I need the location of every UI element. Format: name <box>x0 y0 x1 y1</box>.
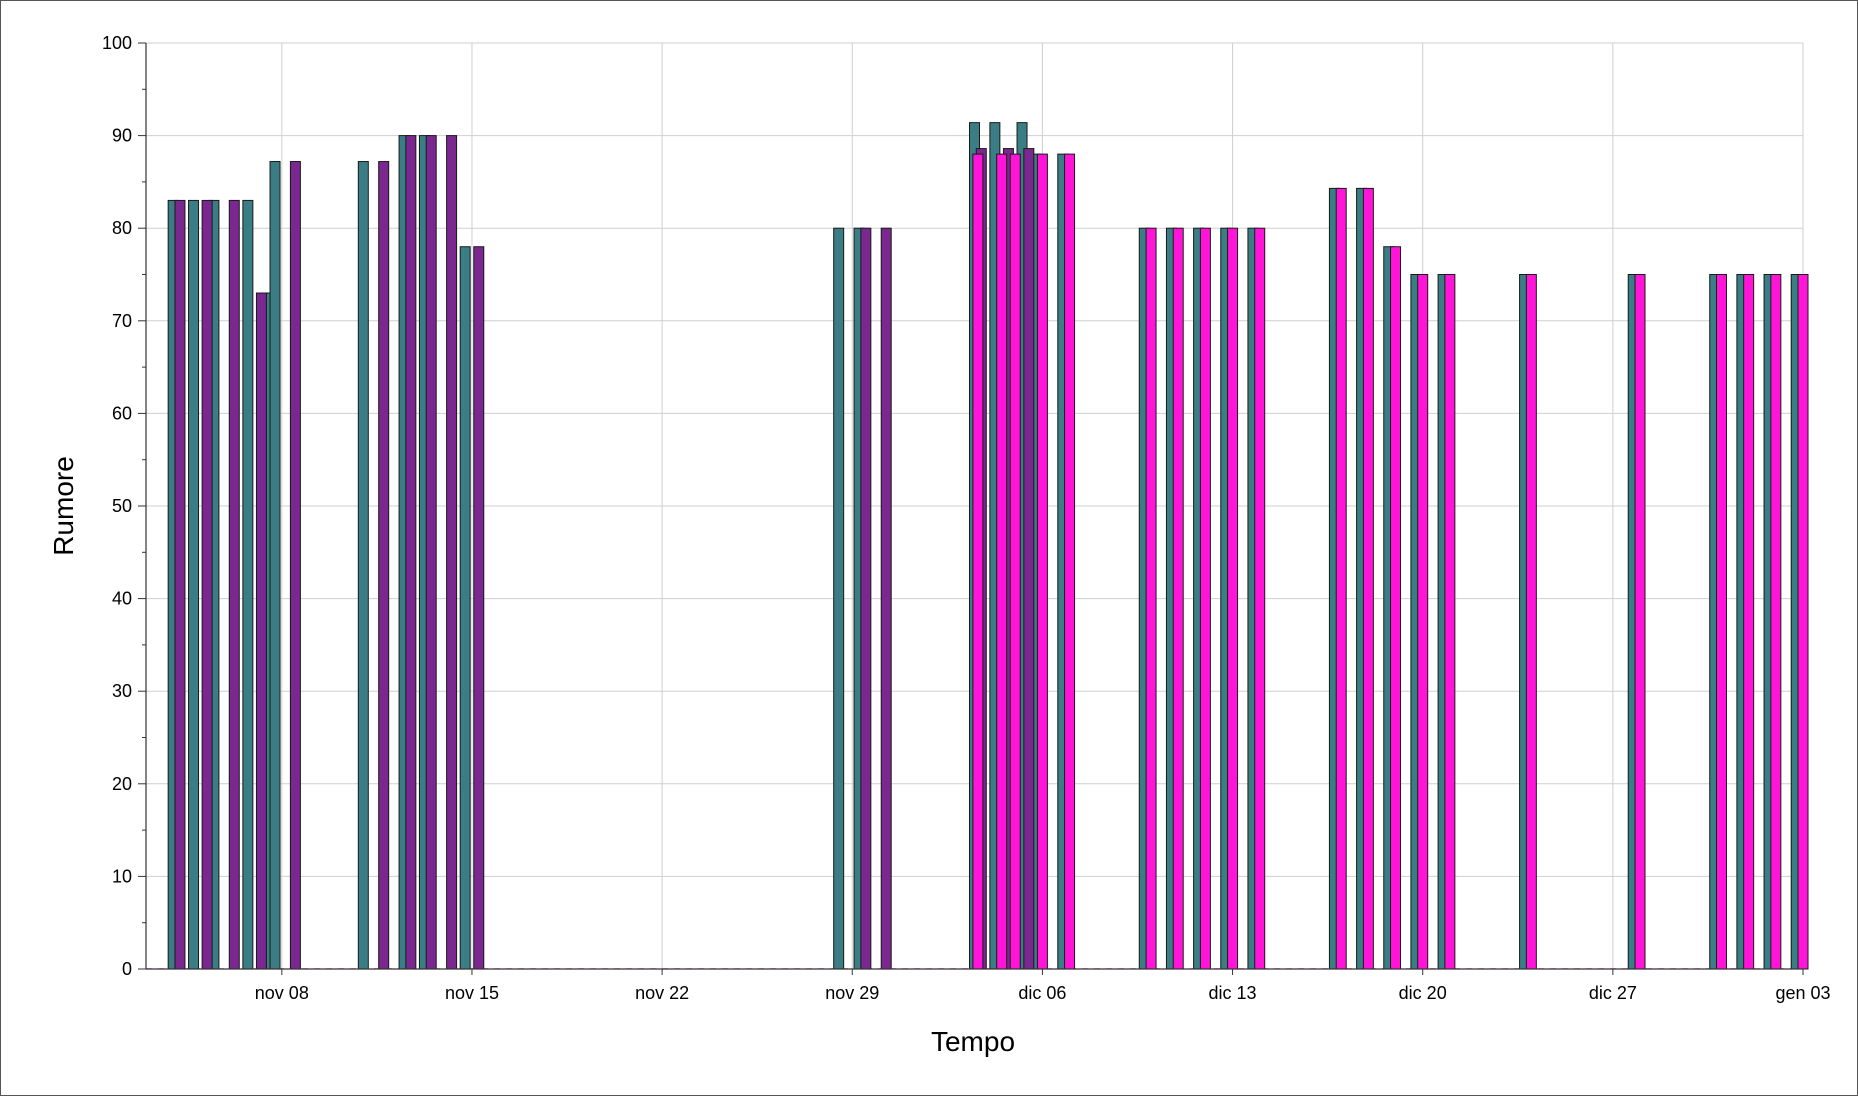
bar-s3 <box>1716 274 1728 970</box>
bar-s3 <box>1797 274 1809 970</box>
x-tick-label: dic 20 <box>1399 983 1447 1003</box>
y-tick-label: 100 <box>102 33 132 53</box>
y-tick-label: 60 <box>112 403 132 423</box>
bar-s3 <box>1172 227 1184 970</box>
bar-s2 <box>446 135 458 970</box>
x-tick-label: gen 03 <box>1775 983 1830 1003</box>
x-axis-ticks: nov 08 nov 15 nov 22 nov 29 dic 06 dic 13 dic … <box>255 969 1831 1003</box>
bar-s3 <box>972 153 984 970</box>
bar-s3 <box>1743 274 1755 970</box>
y-axis-ticks: 0 10 20 30 40 50 60 70 80 90 100 <box>102 33 146 979</box>
bar-s3 <box>1199 227 1211 970</box>
bar-s2 <box>880 227 892 970</box>
x-tick-label: nov 29 <box>825 983 879 1003</box>
bar-s3 <box>1444 274 1456 970</box>
bar-s1 <box>242 199 254 970</box>
x-tick-label: dic 06 <box>1018 983 1066 1003</box>
y-tick-label: 40 <box>112 589 132 609</box>
bar-s3 <box>1770 274 1782 970</box>
x-tick-label: nov 15 <box>445 983 499 1003</box>
bar-s2 <box>860 227 872 970</box>
y-tick-label: 10 <box>112 866 132 886</box>
y-tick-label: 90 <box>112 126 132 146</box>
bar-s1 <box>188 199 200 970</box>
bar-s3 <box>1064 153 1076 970</box>
bar-s2 <box>378 161 390 970</box>
y-tick-label: 20 <box>112 774 132 794</box>
x-tick-label: nov 22 <box>635 983 689 1003</box>
bar-s1 <box>269 161 281 970</box>
bar-s2 <box>473 246 485 970</box>
y-tick-label: 80 <box>112 218 132 238</box>
bar-s3 <box>1145 227 1157 970</box>
bar-s2 <box>174 199 186 970</box>
bar-s2 <box>201 199 213 970</box>
x-tick-label: dic 13 <box>1209 983 1257 1003</box>
bar-s3 <box>1036 153 1048 970</box>
bar-s3 <box>1335 187 1347 970</box>
bar-s1 <box>357 161 369 970</box>
bar-s3 <box>1390 246 1402 970</box>
bar-s3 <box>1634 274 1646 970</box>
bar-s2 <box>425 135 437 970</box>
bar-s2 <box>255 292 267 970</box>
bar-s3 <box>1009 153 1021 970</box>
bar-s3 <box>1525 274 1537 970</box>
y-tick-label: 50 <box>112 496 132 516</box>
x-tick-label: nov 08 <box>255 983 309 1003</box>
bar-s2 <box>405 135 417 970</box>
y-axis-title: Rumore <box>48 456 79 556</box>
bar-s3 <box>996 153 1008 970</box>
y-tick-label: 70 <box>112 311 132 331</box>
bar-s3 <box>1254 227 1266 970</box>
y-tick-label: 0 <box>122 959 132 979</box>
x-tick-label: dic 27 <box>1589 983 1637 1003</box>
bars <box>167 122 1809 970</box>
bar-s2 <box>1023 148 1035 970</box>
bar-s2 <box>289 161 301 970</box>
bar-s3 <box>1417 274 1429 970</box>
x-axis-title: Tempo <box>931 1026 1015 1057</box>
bar-s3 <box>1227 227 1239 970</box>
y-tick-label: 30 <box>112 681 132 701</box>
bar-s2 <box>228 199 240 970</box>
bar-s1 <box>459 246 471 970</box>
bar-s1 <box>833 227 845 970</box>
bar-s3 <box>1362 187 1374 970</box>
